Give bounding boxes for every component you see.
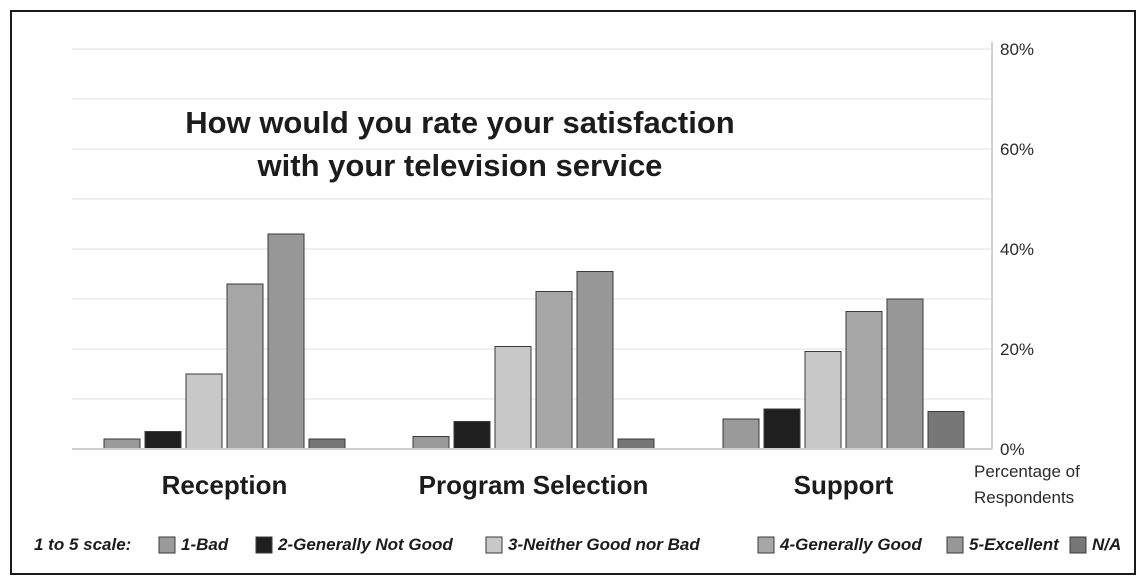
- y-tick-label: 20%: [1000, 340, 1034, 359]
- legend-swatch: [255, 536, 273, 554]
- y-tick-label: 60%: [1000, 140, 1034, 159]
- y-tick-label: 0%: [1000, 440, 1025, 459]
- category-label: Program Selection: [419, 470, 649, 500]
- legend-label: 2-Generally Not Good: [277, 535, 453, 554]
- y-tick-labels: 0% 20% 40% 60% 80%: [1000, 40, 1034, 459]
- bar: [412, 436, 450, 450]
- bar: [103, 438, 141, 450]
- bar: [308, 438, 346, 450]
- y-tick-label: 80%: [1000, 40, 1034, 59]
- bar: [845, 311, 883, 450]
- legend-swatch: [946, 536, 964, 554]
- legend-label: 4-Generally Good: [779, 535, 922, 554]
- legend-swatch: [485, 536, 503, 554]
- bar: [576, 271, 614, 450]
- legend-label: 3-Neither Good nor Bad: [508, 535, 700, 554]
- category-label: Reception: [162, 470, 288, 500]
- bar: [617, 438, 655, 450]
- chart-title-line-1: How would you rate your satisfaction: [185, 105, 734, 140]
- chart-title-line-2: with your television service: [257, 148, 663, 183]
- bar: [722, 418, 760, 450]
- legend-title: 1 to 5 scale:: [34, 535, 131, 554]
- gridlines: [72, 48, 992, 400]
- bar: [804, 351, 842, 450]
- legend-label: N/A: [1092, 535, 1121, 554]
- bar: [144, 431, 182, 450]
- bar-chart: 0% 20% 40% 60% 80% How would you rate your s…: [34, 40, 1121, 554]
- y-axis-title-line-2: Respondents: [974, 488, 1074, 507]
- bar: [927, 411, 965, 450]
- chart-frame: 0% 20% 40% 60% 80% How would you rate your s…: [10, 10, 1136, 575]
- bar: [535, 291, 573, 450]
- bar: [763, 408, 801, 450]
- y-axis-title-line-1: Percentage of: [974, 462, 1080, 481]
- legend-swatch: [1069, 536, 1087, 554]
- bar: [886, 298, 924, 450]
- bar: [267, 233, 305, 450]
- legend-swatch: [757, 536, 775, 554]
- bar: [453, 421, 491, 450]
- bars: [103, 233, 965, 450]
- category-labels: Reception Program Selection Support: [162, 470, 894, 500]
- y-tick-label: 40%: [1000, 240, 1034, 259]
- legend: 1 to 5 scale: 1-Bad 2-Generally Not Good 3…: [34, 535, 1121, 554]
- legend-swatch: [158, 536, 176, 554]
- bar: [185, 373, 223, 450]
- legend-label: 1-Bad: [181, 535, 229, 554]
- bar: [494, 346, 532, 450]
- legend-label: 5-Excellent: [969, 535, 1060, 554]
- category-label: Support: [794, 470, 894, 500]
- bar: [226, 283, 264, 450]
